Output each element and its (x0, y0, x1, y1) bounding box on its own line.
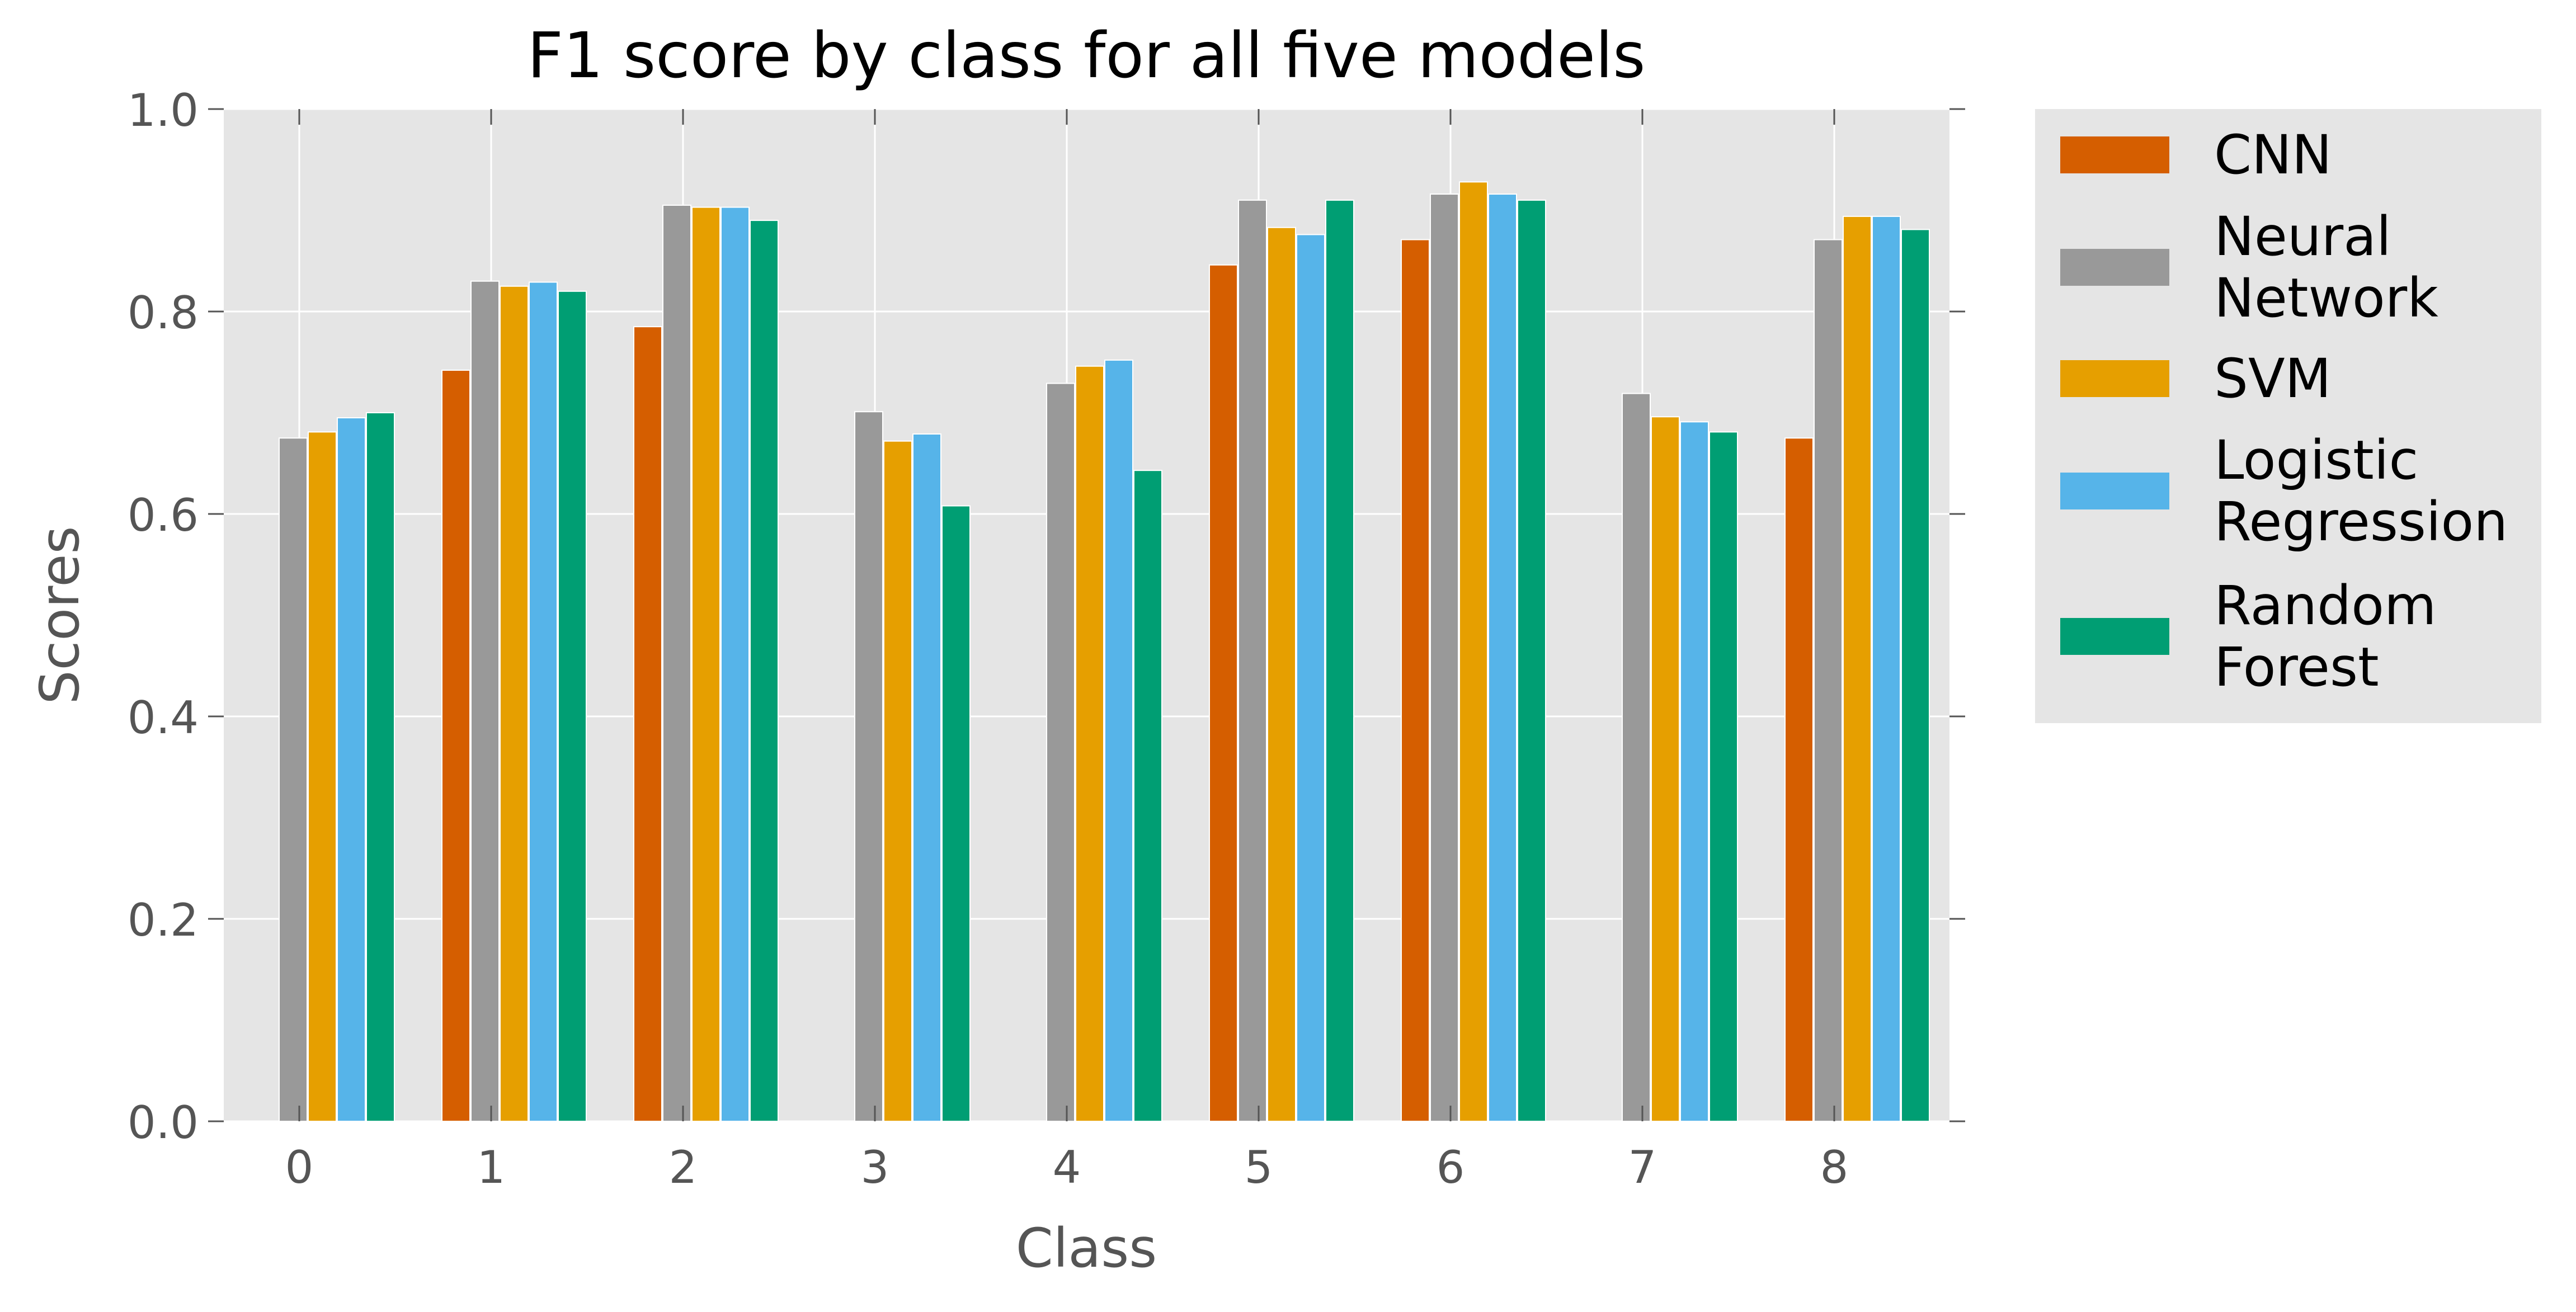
tick-labels: 0.0 0.2 0.4 0.6 0.8 1.0 0 1 2 3 4 5 6 7 8 (128, 84, 1849, 1193)
x-tick-label: 0 (285, 1141, 314, 1193)
bar (941, 505, 971, 1122)
bar (1814, 239, 1843, 1122)
bar (308, 431, 337, 1122)
legend-label: Neural (2214, 205, 2391, 268)
legend-label: CNN (2214, 124, 2332, 186)
legend-swatch (2060, 618, 2169, 655)
x-tick-label: 5 (1245, 1141, 1273, 1193)
bar (1296, 234, 1325, 1122)
bar (1267, 226, 1296, 1122)
legend-label: Logistic (2214, 429, 2418, 492)
bars-group (279, 181, 1930, 1122)
bar (1784, 437, 1814, 1122)
x-tick-label: 2 (669, 1141, 698, 1193)
bar (500, 285, 529, 1122)
bar (1238, 199, 1267, 1122)
legend-label: Network (2214, 267, 2438, 329)
bar (470, 280, 500, 1122)
bar (1622, 393, 1651, 1122)
legend-label: SVM (2214, 347, 2331, 410)
x-tick-label: 1 (477, 1141, 506, 1193)
x-tick-label: 7 (1628, 1141, 1657, 1193)
axis-ticks (208, 108, 1965, 1122)
bar (1680, 421, 1709, 1122)
bar (854, 411, 883, 1122)
legend-swatch (2060, 360, 2169, 397)
bar (720, 206, 750, 1122)
bar (1488, 194, 1517, 1122)
bar (1325, 199, 1354, 1122)
bar (1104, 359, 1133, 1122)
bar (1709, 431, 1738, 1122)
y-tick-label: 1.0 (128, 84, 199, 136)
bar (558, 290, 587, 1122)
y-tick-label: 0.4 (128, 692, 199, 744)
legend-label: Regression (2214, 490, 2508, 553)
bar (1901, 229, 1930, 1122)
bar (1075, 365, 1104, 1122)
bar (441, 369, 470, 1122)
bar (366, 412, 395, 1122)
bar (1872, 215, 1901, 1122)
bar (1209, 264, 1238, 1122)
x-tick-label: 6 (1437, 1141, 1465, 1193)
bar (1133, 470, 1162, 1122)
bar (912, 433, 941, 1122)
bar (691, 206, 720, 1122)
bar (279, 437, 308, 1122)
y-tick-label: 0.8 (128, 287, 199, 339)
x-tick-label: 3 (861, 1141, 889, 1193)
y-tick-label: 0.2 (128, 894, 199, 946)
bar (1459, 181, 1488, 1122)
y-axis-label: Scores (29, 526, 91, 705)
legend-swatch (2060, 473, 2169, 509)
bar (1401, 239, 1430, 1122)
y-tick-label: 0.0 (128, 1097, 199, 1149)
x-tick-label: 4 (1053, 1141, 1081, 1193)
bar (633, 326, 662, 1122)
bar (750, 220, 779, 1122)
bar (662, 204, 691, 1122)
legend-label: Forest (2214, 636, 2379, 699)
bar (529, 281, 558, 1122)
legend-swatch (2060, 249, 2169, 286)
bar (1517, 199, 1546, 1122)
legend-label: Random (2214, 574, 2436, 637)
bar (1046, 383, 1075, 1122)
x-tick-label: 8 (1820, 1141, 1849, 1193)
bar (337, 417, 366, 1122)
bar (883, 440, 912, 1122)
bar (1843, 215, 1872, 1122)
y-tick-label: 0.6 (128, 489, 199, 541)
bar (1430, 194, 1459, 1122)
chart-title: F1 score by class for all five models (528, 20, 1646, 92)
bar (1651, 416, 1680, 1122)
legend-swatch (2060, 136, 2169, 173)
x-axis-label: Class (1016, 1217, 1157, 1280)
